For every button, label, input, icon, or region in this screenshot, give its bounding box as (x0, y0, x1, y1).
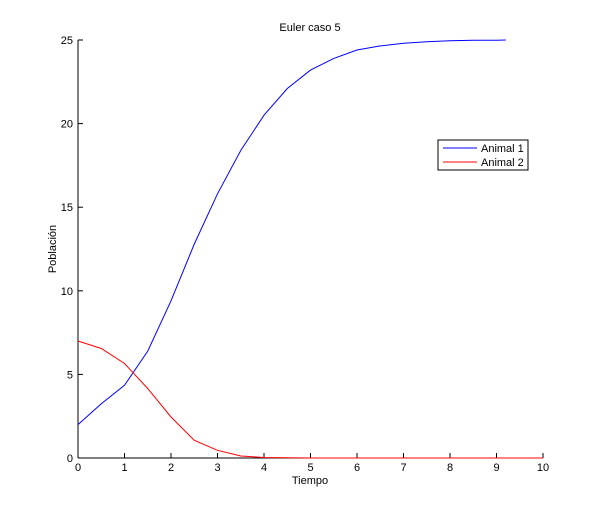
x-tick-label: 6 (354, 462, 360, 474)
x-tick-label: 3 (214, 462, 220, 474)
x-tick-label: 0 (75, 462, 81, 474)
y-tick-label: 10 (61, 286, 73, 298)
x-tick-label: 1 (121, 462, 127, 474)
x-axis-label: Tiempo (292, 475, 328, 487)
axes: 0 1 2 3 4 5 6 7 8 9 10 0 5 10 15 20 25 (61, 35, 549, 474)
x-tick-label: 4 (261, 462, 267, 474)
legend: Animal 1 Animal 2 (437, 139, 529, 171)
y-tick-label: 0 (67, 453, 73, 465)
x-tick-label: 2 (168, 462, 174, 474)
x-tick-label: 10 (537, 462, 549, 474)
plot-lines (77, 39, 543, 459)
y-tick-label: 20 (61, 119, 73, 131)
x-tick-label: 7 (400, 462, 406, 474)
y-tick-label: 25 (61, 35, 73, 47)
series-line-1 (77, 39, 506, 425)
x-tick-label: 5 (307, 462, 313, 474)
chart-title: Euler caso 5 (279, 22, 340, 34)
legend-label-2: Animal 2 (481, 157, 524, 169)
legend-box (437, 139, 529, 171)
x-tick-label: 9 (493, 462, 499, 474)
y-axis-label: Población (47, 225, 59, 273)
x-tick-label: 8 (447, 462, 453, 474)
series-line-2 (77, 340, 543, 459)
y-tick-label: 5 (67, 369, 73, 381)
y-tick-label: 15 (61, 202, 73, 214)
legend-label-1: Animal 1 (481, 143, 524, 155)
